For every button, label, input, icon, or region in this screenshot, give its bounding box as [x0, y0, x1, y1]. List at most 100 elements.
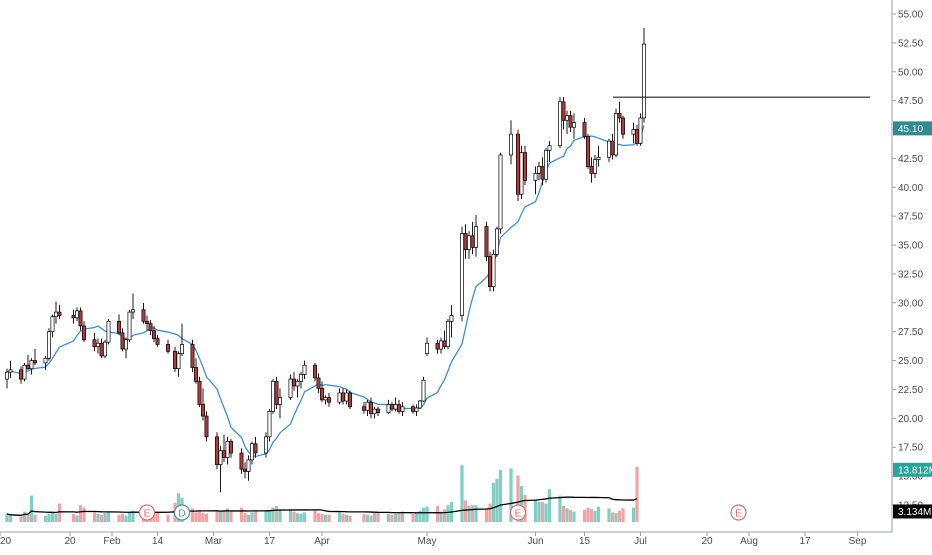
- earnings-marker[interactable]: E: [509, 504, 527, 521]
- time-tick-label: Sep: [849, 536, 867, 547]
- volume-bar: [572, 511, 576, 522]
- candle-body: [638, 117, 643, 144]
- volume-bar: [215, 511, 219, 522]
- candle-body: [166, 344, 170, 352]
- candle-body: [516, 133, 520, 195]
- volume-ma-badge-text: 3.134M: [898, 507, 931, 518]
- event-marker-label: D: [178, 509, 185, 520]
- candle-body: [124, 339, 128, 350]
- volume-bar: [292, 511, 296, 522]
- candle-body: [250, 443, 254, 461]
- volume-bar: [71, 514, 76, 522]
- volume-bar: [267, 510, 272, 522]
- price-tick-label: 15.00: [898, 472, 923, 483]
- time-tick-label: Feb: [103, 536, 121, 547]
- candle: [642, 27, 646, 123]
- dividend-marker[interactable]: D: [173, 504, 191, 521]
- candle-body: [610, 140, 615, 156]
- candle-body: [117, 320, 121, 334]
- candle-body: [544, 149, 548, 180]
- volume-bar: [229, 511, 233, 522]
- candle-body: [491, 253, 496, 288]
- candle-body: [288, 378, 293, 398]
- volume-bar: [582, 510, 587, 522]
- candle-body: [586, 136, 590, 167]
- candle-body: [292, 378, 296, 387]
- volume-bar: [19, 516, 23, 522]
- volume-bar: [313, 510, 317, 522]
- candle: [141, 302, 146, 324]
- candle-body: [327, 397, 331, 403]
- price-tick-label: 42.50: [898, 154, 923, 165]
- candle-body: [120, 332, 125, 350]
- candle-body: [218, 450, 223, 465]
- volume-bar: [264, 510, 268, 522]
- candle: [267, 409, 272, 442]
- price-tick-label: 55.00: [898, 10, 923, 21]
- volume-bar: [8, 515, 13, 522]
- candle-body: [145, 320, 149, 324]
- candle: [106, 319, 111, 345]
- candle-body: [400, 406, 405, 412]
- candle: [418, 399, 422, 410]
- candle: [194, 358, 198, 384]
- volume-bar: [204, 514, 209, 522]
- badges-layer: 45.10 13.812M 3.134M: [893, 121, 932, 519]
- volume-bar: [442, 509, 447, 522]
- earnings-marker[interactable]: E: [138, 504, 156, 521]
- candle-body: [302, 364, 307, 375]
- candle: [166, 339, 170, 354]
- candle-body: [271, 381, 275, 412]
- candle: [558, 97, 562, 149]
- candle-body: [180, 344, 184, 355]
- candle-body: [71, 315, 76, 319]
- candle-body: [593, 159, 597, 174]
- candle: [229, 439, 233, 458]
- time-tick-label: 14: [152, 536, 164, 547]
- candles-layer: [5, 27, 646, 493]
- volume-bar: [337, 512, 342, 522]
- volume-bar: [617, 510, 622, 522]
- candle-body: [376, 408, 380, 413]
- volume-bar: [29, 495, 34, 522]
- price-tick-label: 27.50: [898, 327, 923, 338]
- candle-body: [78, 310, 83, 327]
- volume-bar: [117, 514, 121, 522]
- candle-body: [82, 325, 86, 341]
- candle-body: [568, 115, 573, 128]
- volume-bar: [75, 515, 79, 522]
- candle-body: [204, 415, 209, 438]
- candle-body: [313, 364, 317, 379]
- volume-bar: [50, 512, 55, 522]
- candle-body: [589, 166, 594, 174]
- candle: [596, 145, 601, 167]
- candle-body: [614, 113, 618, 156]
- candle: [460, 226, 464, 322]
- volume-bar: [484, 508, 489, 522]
- candle: [22, 362, 27, 382]
- candle-body: [372, 408, 377, 415]
- volume-bar: [621, 508, 625, 522]
- volume-bar: [614, 513, 618, 522]
- volume-bar: [288, 509, 293, 522]
- candle: [103, 339, 107, 359]
- candle: [568, 111, 573, 132]
- candle-body: [229, 441, 233, 454]
- candle-body: [621, 117, 625, 135]
- time-tick-label: 20: [64, 536, 76, 547]
- volume-bar: [82, 507, 86, 522]
- candle: [561, 97, 566, 130]
- candle: [145, 315, 149, 331]
- candle-body: [509, 133, 513, 156]
- volume-bar: [547, 489, 552, 522]
- candle: [484, 221, 489, 262]
- volume-bar: [131, 510, 135, 522]
- candle: [155, 335, 160, 347]
- volume-bar: [222, 510, 226, 522]
- candle: [29, 358, 34, 375]
- earnings-marker[interactable]: E: [730, 504, 747, 521]
- candle-body: [8, 369, 13, 373]
- candle-body: [253, 443, 258, 454]
- volume-bar: [474, 505, 478, 522]
